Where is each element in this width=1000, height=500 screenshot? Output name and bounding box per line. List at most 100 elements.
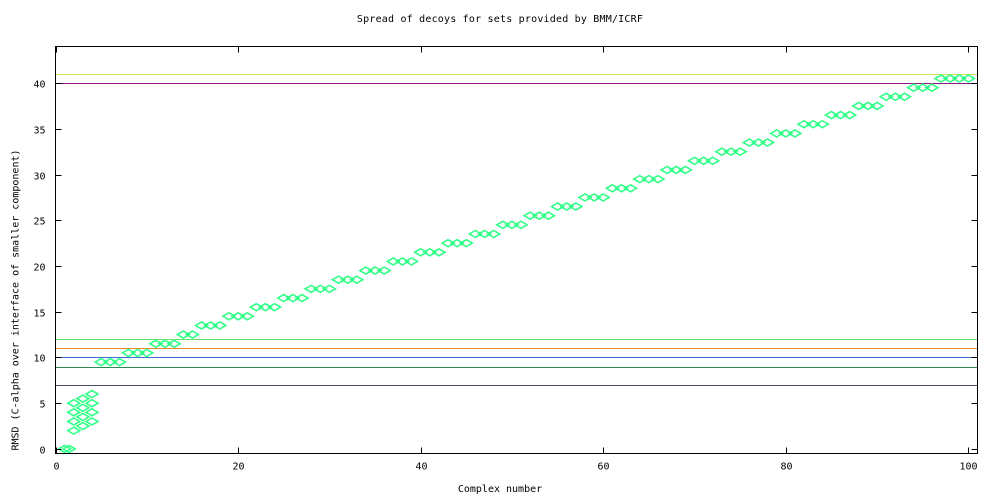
data-point (823, 110, 840, 120)
data-point (924, 83, 940, 93)
data-point (559, 202, 575, 211)
data-point (814, 119, 830, 129)
data-point (641, 174, 657, 184)
y-tick-label: 5 (39, 400, 45, 411)
y-tick-label: 15 (33, 309, 45, 320)
data-point (714, 147, 730, 157)
data-point (166, 339, 182, 349)
data-point (449, 238, 465, 248)
data-point (66, 398, 82, 408)
data-point (376, 266, 392, 276)
data-point (312, 284, 328, 294)
data-point (93, 357, 109, 367)
data-point (440, 238, 456, 248)
data-point (686, 156, 703, 166)
data-point (394, 257, 410, 266)
data-point (467, 229, 484, 239)
chart-title: Spread of decoys for sets provided by BM… (356, 14, 644, 25)
y-tick-label: 35 (33, 126, 45, 137)
data-point (130, 348, 146, 358)
data-point (248, 302, 264, 312)
data-point (851, 101, 867, 111)
data-point (568, 202, 584, 211)
data-point (705, 156, 721, 166)
data-point (650, 174, 666, 184)
data-point (549, 202, 566, 211)
data-point (531, 211, 547, 221)
x-tick-label: 40 (415, 462, 427, 473)
data-point (358, 266, 374, 276)
data-point (504, 220, 520, 230)
data-points (57, 74, 976, 454)
y-tick-label: 20 (33, 263, 45, 274)
data-point (294, 293, 310, 303)
data-point (385, 257, 401, 266)
data-point (842, 110, 858, 120)
data-point (540, 211, 557, 221)
y-tick-label: 0 (39, 446, 45, 457)
data-point (805, 119, 821, 129)
data-point (860, 101, 876, 111)
data-point (659, 165, 675, 175)
data-point (613, 183, 630, 193)
data-point (476, 229, 493, 239)
data-point (495, 220, 511, 230)
y-tick-label: 30 (33, 172, 45, 183)
data-point (212, 321, 228, 330)
data-point (696, 156, 712, 166)
data-point (340, 275, 356, 285)
data-point (887, 92, 903, 102)
data-point (203, 321, 219, 330)
data-point (522, 211, 538, 221)
x-tick-label: 80 (780, 462, 792, 473)
data-point (796, 119, 812, 129)
data-point (367, 266, 383, 276)
data-point (732, 147, 748, 157)
data-point (267, 302, 283, 312)
data-point (787, 128, 803, 138)
data-point (120, 348, 137, 358)
data-point (139, 348, 155, 358)
data-point (513, 220, 529, 230)
reference-lines (55, 74, 978, 386)
data-point (769, 128, 785, 138)
data-point (285, 293, 301, 303)
data-point (257, 302, 274, 312)
data-point (677, 165, 693, 175)
data-point (413, 247, 429, 257)
data-point (61, 444, 77, 454)
data-point (239, 311, 255, 321)
data-point (595, 192, 611, 202)
data-point (577, 192, 593, 202)
data-point (951, 74, 967, 83)
x-tick-label: 0 (53, 462, 59, 473)
x-tick-label: 100 (959, 462, 977, 473)
data-point (741, 138, 757, 147)
data-point (221, 311, 237, 321)
data-point (750, 138, 766, 147)
data-point (303, 284, 319, 294)
data-point (175, 330, 191, 340)
axes: 0 20 40 60 80 100 0 5 10 15 20 25 30 35 40 (33, 46, 978, 473)
y-tick-label: 40 (33, 80, 45, 91)
y-tick-label: 10 (33, 354, 45, 365)
x-tick-label: 20 (232, 462, 244, 473)
x-tick-label: 60 (597, 462, 609, 473)
data-point (668, 165, 684, 175)
data-point (403, 257, 420, 266)
data-point (933, 74, 949, 83)
data-point (778, 128, 794, 138)
data-point (458, 238, 474, 248)
data-point (111, 357, 127, 367)
data-point (75, 403, 91, 413)
data-point (623, 183, 639, 193)
data-point (102, 357, 118, 367)
data-point (878, 92, 894, 102)
data-point (586, 192, 602, 202)
data-point (66, 426, 82, 436)
data-point (960, 74, 976, 83)
data-point (148, 339, 164, 349)
data-point (330, 275, 347, 285)
data-point (915, 83, 931, 93)
